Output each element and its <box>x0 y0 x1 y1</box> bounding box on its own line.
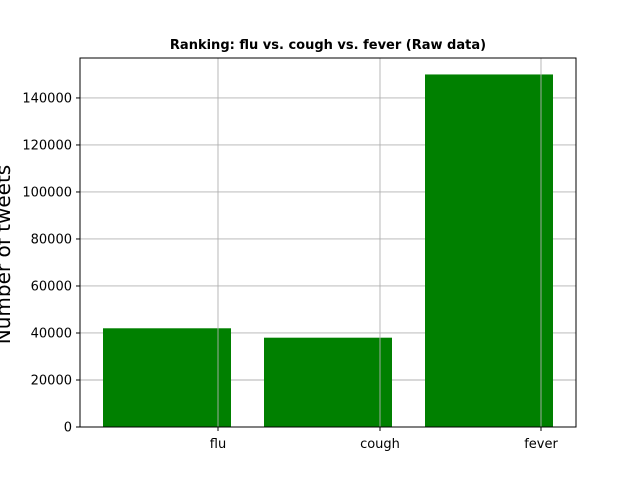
bar-flu <box>103 328 231 427</box>
x-tick-label-fever: fever <box>524 437 558 452</box>
y-tick-label: 40000 <box>31 326 72 341</box>
chart-title: Ranking: flu vs. cough vs. fever (Raw da… <box>170 38 486 53</box>
x-ticks: flu cough fever <box>210 427 558 452</box>
y-tick-label: 80000 <box>31 232 72 247</box>
vertical-grid-lines <box>217 58 542 427</box>
y-tick-label: 0 <box>64 421 72 436</box>
y-axis-label: Number of tweets <box>0 165 15 344</box>
y-tick-label: 60000 <box>31 279 72 294</box>
bars <box>103 74 553 427</box>
plot-frame <box>79 57 577 428</box>
y-tick-label: 20000 <box>31 373 72 388</box>
y-tick-label: 140000 <box>22 91 72 106</box>
x-tick-label-flu: flu <box>210 437 226 452</box>
x-tick-label-cough: cough <box>360 437 400 452</box>
bar-fever <box>425 74 553 427</box>
y-tick-label: 100000 <box>22 185 72 200</box>
y-tick-label: 120000 <box>22 138 72 153</box>
bar-cough <box>264 337 392 427</box>
y-ticks: 0 20000 40000 60000 80000 100000 120000 140000 <box>22 91 80 436</box>
